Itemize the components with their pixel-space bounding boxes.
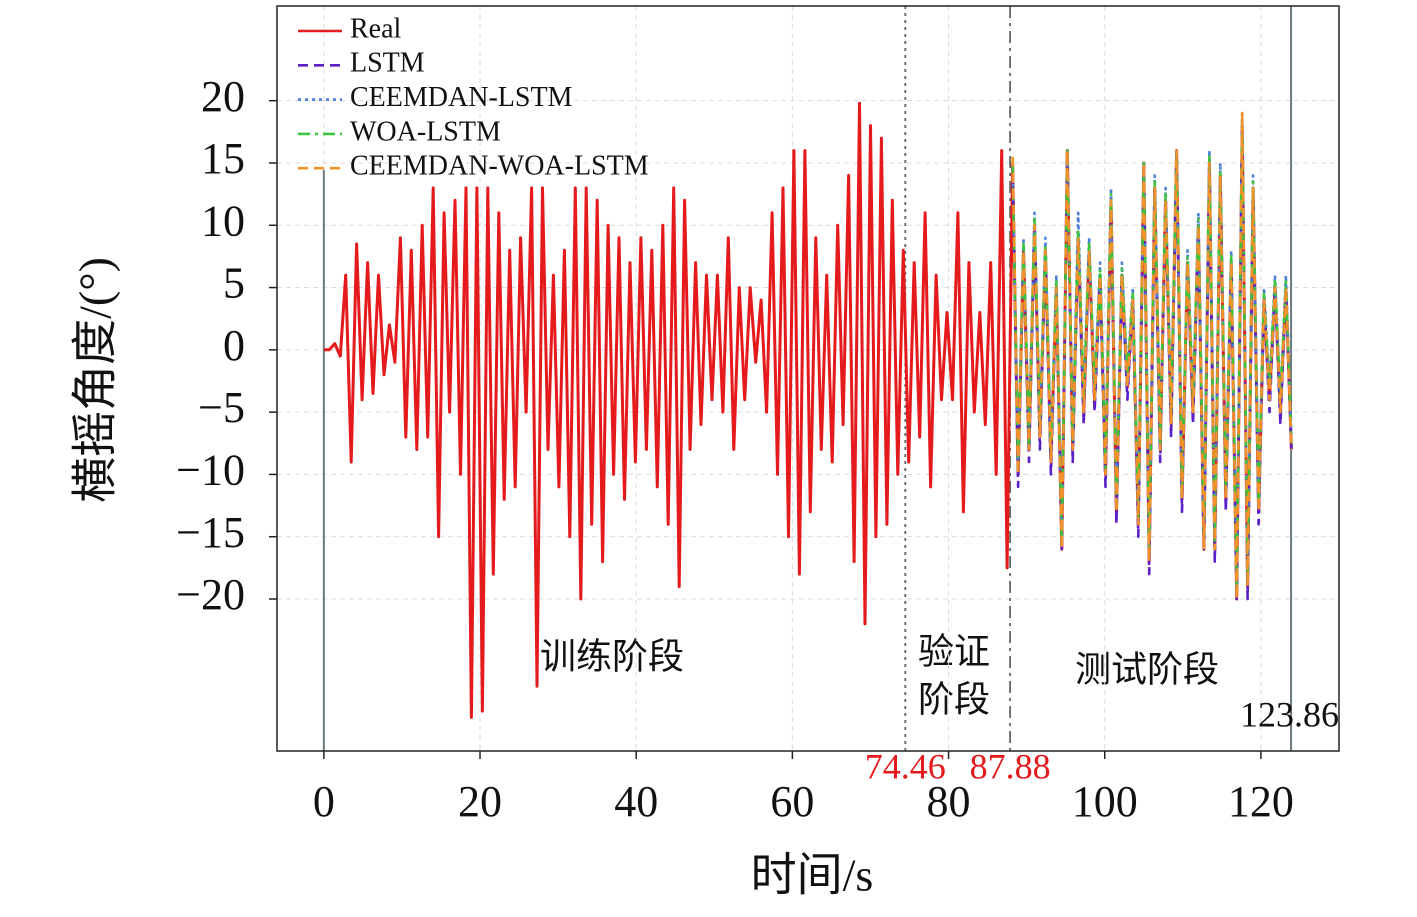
y-tick-label: −10 [176,446,245,495]
y-tick-label: 15 [201,134,245,183]
legend-label: CEEMDAN-LSTM [350,82,573,113]
x-tick-label: 100 [1072,777,1138,826]
phase-label: 阶段 [918,679,990,719]
x-axis-label: 时间/s [751,850,874,901]
plot-frame [276,5,1340,752]
phase-boundary-label: 74.46 [865,746,946,786]
y-axis-label: 横摇角度/(°) [70,257,121,503]
x-tick-label: 20 [458,777,502,826]
y-tick-label: 0 [223,321,245,370]
x-tick-label: 40 [614,777,658,826]
legend-label: Real [350,13,402,44]
legend-label: CEEMDAN-WOA-LSTM [350,151,649,182]
x-tick-label: 80 [927,777,971,826]
y-tick-label: 20 [201,72,245,121]
phase-label: 训练阶段 [540,636,684,676]
y-tick-label: −20 [176,570,245,619]
x-tick-label: 60 [770,777,814,826]
x-tick-label: 0 [313,777,335,826]
phase-label: 测试阶段 [1075,649,1219,689]
x-tick-label: 120 [1228,777,1294,826]
legend-label: LSTM [350,48,425,79]
y-tick-label: 5 [223,259,245,308]
series-line [1011,111,1293,601]
y-tick-label: −15 [176,508,245,557]
legend-label: WOA-LSTM [350,116,501,147]
y-tick-label: 10 [201,196,245,245]
phase-boundary-label: 87.88 [970,746,1051,786]
phase-label: 验证 [918,631,990,671]
y-tick-label: −5 [198,383,245,432]
phase-boundary-label: 123.86 [1240,694,1339,734]
